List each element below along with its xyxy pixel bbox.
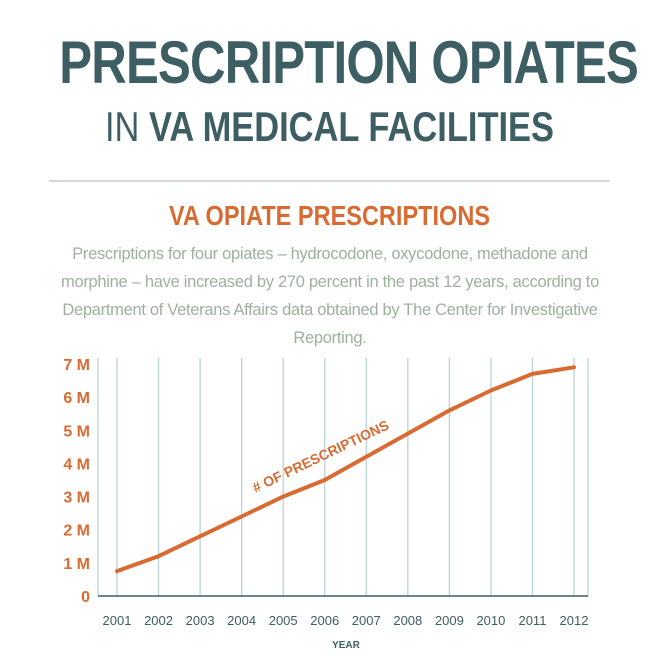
y-tick-label: 0 [81, 589, 90, 606]
x-tick-label: 2004 [227, 613, 256, 628]
x-tick-label: 2008 [393, 613, 422, 628]
y-tick-label: 2 M [63, 523, 90, 540]
y-tick-label: 3 M [63, 490, 90, 507]
x-tick-label: 2002 [144, 613, 173, 628]
chart-title: VA OPIATE PRESCRIPTIONS [168, 200, 491, 231]
x-tick-label: 2009 [435, 613, 464, 628]
y-tick-label: 7 M [63, 357, 90, 374]
divider [49, 180, 610, 182]
x-axis-label: YEAR [332, 640, 361, 651]
x-tick-label: 2006 [310, 613, 339, 628]
x-tick-label: 2011 [518, 613, 546, 628]
x-tick-label: 2003 [186, 613, 215, 628]
y-tick-label: 6 M [63, 390, 90, 407]
y-tick-label: 1 M [63, 556, 90, 573]
x-tick-label: 2010 [476, 613, 505, 628]
series-line [115, 365, 576, 574]
x-tick-label: 2012 [560, 613, 589, 628]
x-tick-label: 2001 [103, 613, 132, 628]
chart-description: Prescriptions for four opiates – hydroco… [61, 245, 599, 347]
page-title: PRESCRIPTION OPIATES [59, 29, 638, 96]
subtitle-prefix: IN [104, 103, 140, 150]
subtitle-main: VA MEDICAL FACILITIES [148, 103, 555, 150]
y-tick-label: 5 M [63, 423, 90, 440]
y-tick-label: 4 M [63, 456, 90, 473]
page-subtitle: IN VA MEDICAL FACILITIES [59, 104, 599, 150]
x-tick-label: 2007 [352, 613, 381, 628]
x-tick-label: 2005 [269, 613, 298, 628]
